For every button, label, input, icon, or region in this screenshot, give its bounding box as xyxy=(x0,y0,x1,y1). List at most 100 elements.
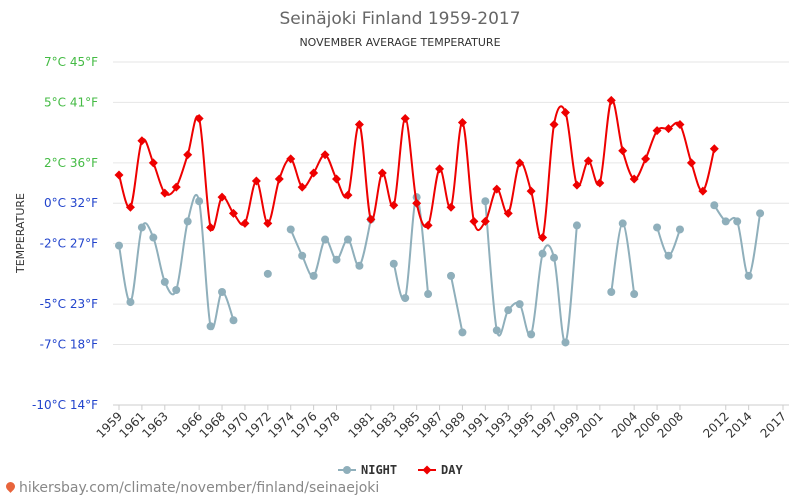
data-point-night[interactable] xyxy=(183,217,192,226)
data-point-day[interactable] xyxy=(251,176,261,186)
data-point-night[interactable] xyxy=(401,294,410,303)
data-point-day[interactable] xyxy=(686,158,696,168)
data-point-day[interactable] xyxy=(320,150,330,160)
data-point-day[interactable] xyxy=(171,182,181,192)
data-point-night[interactable] xyxy=(149,233,158,242)
data-point-day[interactable] xyxy=(457,118,467,128)
data-point-night[interactable] xyxy=(527,330,536,339)
data-point-day[interactable] xyxy=(664,124,674,134)
legend[interactable]: NIGHT DAY xyxy=(338,463,463,477)
data-point-night[interactable] xyxy=(538,249,547,258)
data-point-night[interactable] xyxy=(126,298,135,307)
data-point-day[interactable] xyxy=(595,178,605,188)
data-point-night[interactable] xyxy=(515,300,524,309)
data-point-night[interactable] xyxy=(733,217,742,226)
data-point-day[interactable] xyxy=(492,184,502,194)
data-point-day[interactable] xyxy=(698,186,708,196)
data-point-day[interactable] xyxy=(114,170,124,180)
data-point-night[interactable] xyxy=(721,217,730,226)
data-point-night[interactable] xyxy=(481,197,490,206)
data-point-day[interactable] xyxy=(366,214,376,224)
data-point-night[interactable] xyxy=(263,269,272,278)
data-point-night[interactable] xyxy=(458,328,467,337)
data-point-day[interactable] xyxy=(183,150,193,160)
data-point-day[interactable] xyxy=(309,168,319,178)
data-point-day[interactable] xyxy=(618,146,628,156)
data-point-night[interactable] xyxy=(172,285,181,294)
data-point-day[interactable] xyxy=(228,208,238,218)
data-point-night[interactable] xyxy=(137,223,146,232)
data-point-day[interactable] xyxy=(160,188,170,198)
data-point-day[interactable] xyxy=(641,154,651,164)
data-point-day[interactable] xyxy=(572,180,582,190)
data-point-day[interactable] xyxy=(629,174,639,184)
data-point-day[interactable] xyxy=(503,208,513,218)
data-point-night[interactable] xyxy=(607,288,616,297)
data-point-night[interactable] xyxy=(492,326,501,335)
data-point-night[interactable] xyxy=(630,290,639,299)
data-point-night[interactable] xyxy=(218,288,227,297)
data-point-day[interactable] xyxy=(606,95,616,105)
data-point-day[interactable] xyxy=(435,164,445,174)
data-point-day[interactable] xyxy=(480,216,490,226)
data-point-night[interactable] xyxy=(710,201,719,210)
legend-item-day[interactable]: DAY xyxy=(418,463,463,477)
data-point-night[interactable] xyxy=(675,225,684,234)
data-point-night[interactable] xyxy=(653,223,662,232)
data-point-day[interactable] xyxy=(274,174,284,184)
data-point-day[interactable] xyxy=(412,198,422,208)
data-point-night[interactable] xyxy=(309,271,318,280)
data-point-night[interactable] xyxy=(664,251,673,260)
data-point-day[interactable] xyxy=(343,190,353,200)
data-point-day[interactable] xyxy=(549,120,559,130)
data-point-day[interactable] xyxy=(240,218,250,228)
data-point-day[interactable] xyxy=(377,168,387,178)
data-point-day[interactable] xyxy=(675,120,685,130)
data-point-night[interactable] xyxy=(550,253,559,262)
data-point-night[interactable] xyxy=(447,271,455,280)
data-point-day[interactable] xyxy=(423,220,433,230)
data-point-day[interactable] xyxy=(400,113,410,123)
data-point-day[interactable] xyxy=(217,192,227,202)
data-point-night[interactable] xyxy=(195,197,204,206)
data-point-day[interactable] xyxy=(137,136,147,146)
data-point-night[interactable] xyxy=(424,290,433,299)
data-point-day[interactable] xyxy=(538,233,548,243)
data-point-night[interactable] xyxy=(160,277,169,286)
data-point-night[interactable] xyxy=(618,219,627,228)
data-point-day[interactable] xyxy=(583,156,593,166)
data-point-night[interactable] xyxy=(115,241,123,250)
data-point-day[interactable] xyxy=(526,186,536,196)
legend-item-night[interactable]: NIGHT xyxy=(338,463,397,477)
data-point-day[interactable] xyxy=(286,154,296,164)
data-point-night[interactable] xyxy=(744,271,753,280)
data-point-day[interactable] xyxy=(332,174,342,184)
data-point-night[interactable] xyxy=(332,255,341,264)
data-point-night[interactable] xyxy=(572,221,581,230)
data-point-day[interactable] xyxy=(652,126,662,136)
data-point-night[interactable] xyxy=(355,261,364,270)
data-point-night[interactable] xyxy=(321,235,330,244)
data-point-day[interactable] xyxy=(354,120,364,130)
data-point-night[interactable] xyxy=(206,322,215,331)
data-point-day[interactable] xyxy=(560,107,570,117)
data-point-day[interactable] xyxy=(125,202,135,212)
data-point-day[interactable] xyxy=(206,222,216,232)
data-point-night[interactable] xyxy=(343,235,352,244)
data-point-day[interactable] xyxy=(263,218,273,228)
data-point-day[interactable] xyxy=(148,158,158,168)
source-watermark[interactable]: hikersbay.com/climate/november/finland/s… xyxy=(4,480,379,496)
data-point-night[interactable] xyxy=(389,259,398,268)
data-point-day[interactable] xyxy=(194,113,204,123)
data-point-night[interactable] xyxy=(756,209,765,218)
data-point-day[interactable] xyxy=(469,216,479,226)
data-point-night[interactable] xyxy=(504,306,513,315)
data-point-night[interactable] xyxy=(286,225,295,234)
data-point-day[interactable] xyxy=(297,182,307,192)
data-point-day[interactable] xyxy=(515,158,525,168)
data-point-night[interactable] xyxy=(561,338,570,347)
data-point-day[interactable] xyxy=(709,144,719,154)
data-point-night[interactable] xyxy=(298,251,307,260)
data-point-day[interactable] xyxy=(446,202,456,212)
data-point-night[interactable] xyxy=(229,316,238,325)
